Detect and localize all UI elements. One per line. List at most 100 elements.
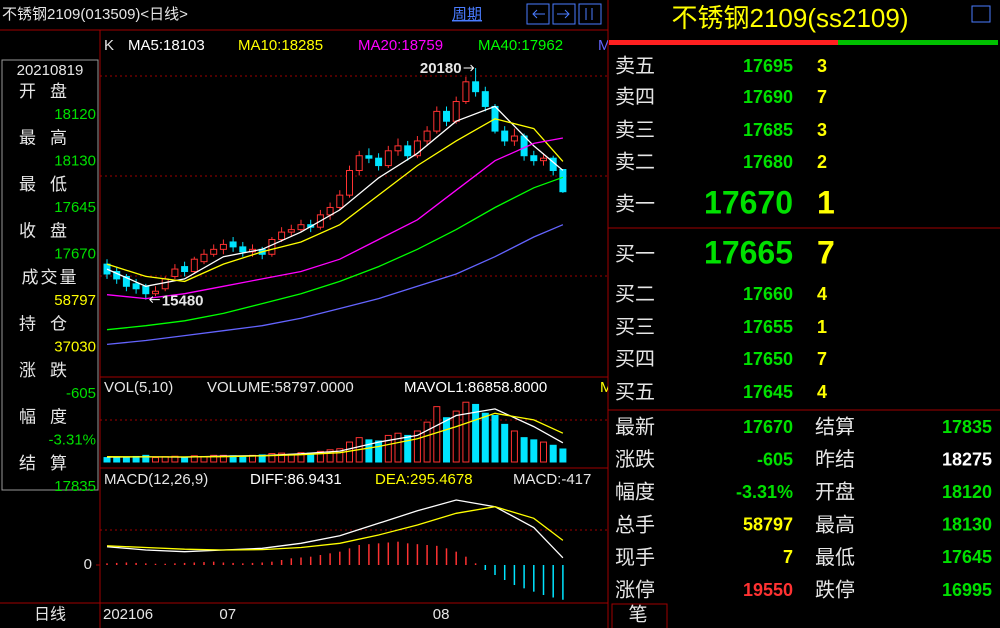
candle-body <box>530 155 538 162</box>
candle-body <box>472 81 480 93</box>
chart-area: 20180 15480 K MA5:18103 MA10:18285 MA20:18759… <box>103 37 613 600</box>
candle-body <box>365 155 373 159</box>
book-qty: 7 <box>817 234 835 270</box>
volume-bar <box>540 441 547 463</box>
info-label: 持仓 <box>19 315 81 335</box>
toolbar-icons[interactable] <box>526 3 602 25</box>
volume-bar <box>239 455 247 463</box>
candle-body <box>501 130 509 142</box>
volume-bar <box>219 454 227 463</box>
stat-label: 总手 <box>615 512 655 536</box>
indicator-label: MA40:17962 <box>478 37 563 54</box>
volume-bar <box>433 406 441 463</box>
indicator-label: M <box>600 379 613 396</box>
candle-body <box>297 224 305 231</box>
book-price: 17685 <box>743 120 793 140</box>
book-qty: 1 <box>817 317 827 337</box>
candle-body <box>346 170 353 196</box>
indicator-line <box>106 137 564 300</box>
indicator-label: MACD(12,26,9) <box>104 471 208 488</box>
indicator-label: MACD:-417 <box>513 471 591 488</box>
stat-value: 7 <box>783 547 793 567</box>
info-box <box>1 59 99 491</box>
candle-body <box>142 285 150 295</box>
book-qty: 3 <box>817 56 827 76</box>
stat-label: 最低 <box>815 545 855 569</box>
candle-body <box>132 283 140 290</box>
book-qty: 7 <box>817 87 827 107</box>
candle-body <box>161 278 169 290</box>
book-price: 17670 <box>704 184 793 220</box>
candle-body <box>171 268 179 277</box>
volume-bar <box>472 403 480 463</box>
book-price: 17645 <box>743 382 793 402</box>
annotation-arrow <box>463 64 475 72</box>
candle-body <box>540 157 547 162</box>
info-label: 最高 <box>19 129 81 149</box>
volume-bar <box>171 455 179 463</box>
window-button[interactable] <box>971 5 991 23</box>
stat-value: 17645 <box>942 547 992 567</box>
indicator-label: MAVOL1:86858.8000 <box>404 379 547 396</box>
indicator-label: DEA:295.4678 <box>375 471 473 488</box>
x-tick-label: 07 <box>219 606 236 623</box>
info-date: 20210819 <box>17 62 84 79</box>
indicator-label: VOLUME:58797.0000 <box>207 379 354 396</box>
stat-label: 现手 <box>615 545 655 569</box>
volume-bar <box>559 448 567 463</box>
book-price: 17655 <box>743 317 793 337</box>
book-label: 卖三 <box>615 118 655 142</box>
indicator-line <box>106 412 564 458</box>
stat-value: 19550 <box>743 580 793 600</box>
stat-value: 58797 <box>743 515 793 535</box>
volume-bar <box>510 430 518 463</box>
candle-body <box>559 169 567 193</box>
book-label: 卖二 <box>615 150 655 174</box>
indicator-line <box>106 506 564 551</box>
stat-value: 17835 <box>942 417 992 437</box>
volume-bar <box>142 454 150 463</box>
volume-bar <box>394 432 402 463</box>
candle-body <box>229 241 237 248</box>
indicator-label: MA5:18103 <box>128 37 205 54</box>
candle-body <box>355 155 363 172</box>
stat-value: 18130 <box>942 515 992 535</box>
volume-bar <box>443 417 450 463</box>
stat-value: 16995 <box>942 580 992 600</box>
candle-body <box>413 140 421 157</box>
book-label: 卖五 <box>615 54 655 78</box>
volume-bar <box>423 421 431 463</box>
info-label: 最低 <box>19 175 81 195</box>
book-price: 17690 <box>743 87 793 107</box>
window-title: 不锈钢2109(013509)<日线> <box>2 6 188 23</box>
candle-body <box>219 243 227 250</box>
candle-body <box>462 81 470 103</box>
book-label: 卖四 <box>615 85 655 109</box>
info-label: 幅度 <box>19 408 81 428</box>
book-price: 17665 <box>704 234 793 270</box>
indicator-label: MA10:18285 <box>238 37 323 54</box>
high-annotation: 20180 <box>420 60 462 77</box>
book-qty: 2 <box>817 152 827 172</box>
low-annotation: 15480 <box>162 293 204 310</box>
volume-bar <box>122 456 130 463</box>
indicator-label: DIFF:86.9431 <box>250 471 342 488</box>
candle-body <box>287 229 295 233</box>
period-button[interactable]: 周期 <box>452 6 482 23</box>
stat-value: -605 <box>757 449 793 469</box>
candle-body <box>200 253 208 263</box>
book-qty: 3 <box>817 120 827 140</box>
candle-body <box>152 290 159 295</box>
candle-body <box>394 145 402 152</box>
candle-body <box>268 238 276 255</box>
stat-label: 涨跌 <box>615 447 655 471</box>
info-label: 成交量 <box>22 268 79 288</box>
volume-bar <box>113 457 121 463</box>
x-tick-label: 08 <box>433 606 450 623</box>
volume-bar <box>365 439 373 463</box>
candle-body <box>443 110 450 122</box>
tab-label[interactable]: 笔 <box>628 604 647 626</box>
volume-bar <box>268 453 276 463</box>
footer-period: 日线 <box>34 605 66 624</box>
